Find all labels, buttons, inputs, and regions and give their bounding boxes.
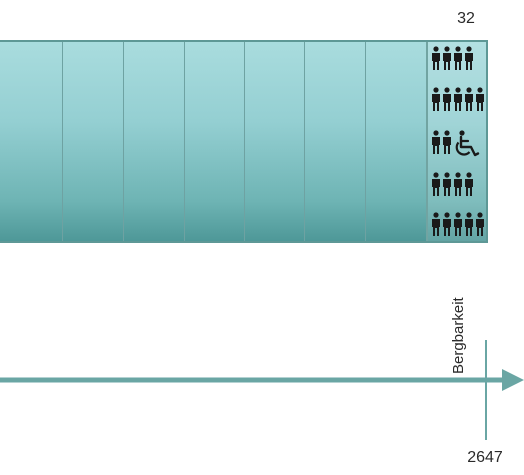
person-icon — [454, 172, 462, 196]
person-icon — [454, 46, 462, 70]
person-icon — [443, 130, 451, 154]
station-marker — [485, 340, 487, 440]
person-icon-row — [431, 87, 485, 111]
person-icon — [465, 212, 473, 236]
person-icon-row — [431, 130, 483, 158]
band-divider — [184, 42, 185, 241]
axis-line — [0, 377, 504, 383]
person-icon — [443, 46, 451, 70]
person-icon — [476, 87, 484, 111]
person-icon — [432, 130, 440, 154]
band-divider — [426, 42, 428, 241]
capacity-count: 32 — [457, 10, 475, 27]
person-icon-row — [431, 172, 474, 196]
person-icon-row — [431, 212, 485, 236]
person-icon — [465, 172, 473, 196]
person-icon — [454, 212, 462, 236]
passenger-icons — [426, 42, 486, 241]
distance-axis — [0, 340, 524, 440]
person-icon — [454, 87, 462, 111]
band-divider — [365, 42, 366, 241]
axis-arrow-icon — [502, 369, 524, 391]
person-icon — [465, 46, 473, 70]
person-icon — [465, 87, 473, 111]
person-icon — [432, 212, 440, 236]
band-divider — [304, 42, 305, 241]
band-divider — [62, 42, 63, 241]
person-icon — [443, 212, 451, 236]
person-icon — [443, 172, 451, 196]
person-icon-row — [431, 46, 474, 70]
person-icon — [432, 87, 440, 111]
person-icon — [432, 46, 440, 70]
wheelchair-icon — [455, 130, 480, 157]
band-divider — [244, 42, 245, 241]
person-icon — [432, 172, 440, 196]
person-icon — [476, 212, 484, 236]
cabin-band — [0, 40, 488, 243]
person-icon — [443, 87, 451, 111]
band-divider — [123, 42, 124, 241]
axis-value: 2647 — [467, 449, 503, 466]
